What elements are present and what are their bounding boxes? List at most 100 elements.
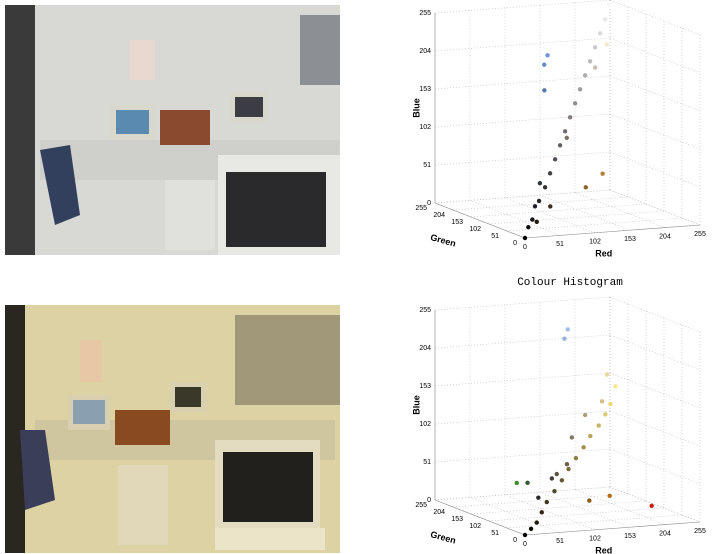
z-axis-label: Blue bbox=[411, 395, 421, 415]
grid-line bbox=[575, 193, 665, 228]
point bbox=[573, 101, 577, 105]
grid-line bbox=[435, 373, 610, 386]
point bbox=[523, 236, 527, 240]
grid-line bbox=[435, 0, 610, 13]
x-tick-label: 255 bbox=[694, 528, 706, 535]
grid-line bbox=[610, 190, 700, 225]
y-tick-label: 102 bbox=[469, 226, 481, 233]
grid-line bbox=[435, 487, 610, 500]
z-tick-label: 0 bbox=[427, 497, 431, 504]
grid-line bbox=[453, 197, 628, 210]
y-tick-label: 204 bbox=[433, 509, 445, 516]
grid-line bbox=[610, 411, 700, 446]
z-tick-label: 204 bbox=[419, 345, 431, 352]
y-tick-label: 51 bbox=[491, 233, 499, 240]
grid-line bbox=[610, 449, 700, 484]
grid-line bbox=[610, 487, 700, 522]
y-tick-label: 51 bbox=[491, 530, 499, 537]
point bbox=[583, 413, 587, 417]
grid-line bbox=[435, 411, 610, 424]
grid-line bbox=[610, 297, 700, 332]
axis-line bbox=[525, 225, 700, 238]
grid-line bbox=[505, 198, 595, 233]
point bbox=[543, 185, 547, 189]
point bbox=[535, 520, 539, 524]
point bbox=[526, 225, 530, 229]
x-tick-label: 102 bbox=[589, 536, 601, 543]
grid-line bbox=[507, 515, 682, 528]
y-tick-label: 153 bbox=[451, 516, 463, 523]
point bbox=[538, 181, 542, 185]
point bbox=[593, 65, 597, 69]
point bbox=[605, 372, 609, 376]
y-tick-label: 0 bbox=[513, 240, 517, 247]
x-tick-label: 153 bbox=[624, 236, 636, 243]
z-tick-label: 0 bbox=[427, 200, 431, 207]
grid-line bbox=[489, 211, 664, 224]
point bbox=[588, 434, 592, 438]
grid-line bbox=[435, 297, 610, 310]
y-tick-label: 255 bbox=[415, 205, 427, 212]
z-tick-label: 51 bbox=[423, 459, 431, 466]
grid-line bbox=[435, 190, 610, 203]
grid-line bbox=[435, 114, 610, 127]
point bbox=[583, 73, 587, 77]
point bbox=[530, 217, 534, 221]
point bbox=[552, 489, 556, 493]
point bbox=[581, 445, 585, 449]
point bbox=[600, 172, 604, 176]
point bbox=[603, 412, 607, 416]
point bbox=[607, 3, 611, 7]
point bbox=[545, 500, 549, 504]
y-axis-label: Green bbox=[429, 529, 457, 545]
grid-line bbox=[610, 152, 700, 187]
grid-line bbox=[610, 335, 700, 370]
z-tick-label: 255 bbox=[419, 10, 431, 17]
point bbox=[570, 435, 574, 439]
grid-line bbox=[435, 449, 610, 462]
point bbox=[537, 199, 541, 203]
point bbox=[545, 53, 549, 57]
y-axis-label: Green bbox=[429, 232, 457, 248]
point bbox=[600, 399, 604, 403]
point bbox=[574, 456, 578, 460]
point bbox=[533, 204, 537, 208]
grid-line bbox=[610, 373, 700, 408]
z-tick-label: 51 bbox=[423, 162, 431, 169]
y-tick-label: 102 bbox=[469, 523, 481, 530]
z-tick-label: 102 bbox=[419, 421, 431, 428]
x-tick-label: 204 bbox=[659, 530, 671, 537]
grid-line bbox=[471, 204, 646, 217]
point bbox=[584, 185, 588, 189]
chart-title: Colour Histogram bbox=[517, 277, 623, 289]
figure: Colour Histogram 05110215320425505110215… bbox=[0, 0, 715, 554]
point bbox=[550, 476, 554, 480]
grid-line bbox=[435, 152, 610, 165]
grid-line bbox=[610, 38, 700, 73]
point bbox=[558, 143, 562, 147]
point bbox=[605, 42, 609, 46]
x-tick-label: 51 bbox=[556, 241, 564, 248]
point bbox=[515, 481, 519, 485]
point bbox=[613, 384, 617, 388]
point bbox=[568, 115, 572, 119]
x-tick-label: 153 bbox=[624, 533, 636, 540]
point bbox=[542, 62, 546, 66]
point bbox=[548, 171, 552, 175]
grid-line bbox=[610, 76, 700, 111]
point bbox=[593, 45, 597, 49]
point bbox=[553, 157, 557, 161]
grid-line bbox=[489, 508, 664, 521]
z-tick-label: 153 bbox=[419, 86, 431, 93]
point bbox=[565, 136, 569, 140]
grid-line bbox=[435, 335, 610, 348]
point bbox=[529, 527, 533, 531]
grid-line bbox=[471, 501, 646, 514]
point bbox=[565, 462, 569, 466]
grid-line bbox=[435, 76, 610, 89]
point bbox=[587, 498, 591, 502]
z-tick-label: 153 bbox=[419, 383, 431, 390]
grid-line bbox=[453, 494, 628, 507]
point bbox=[566, 327, 570, 331]
point bbox=[536, 495, 540, 499]
